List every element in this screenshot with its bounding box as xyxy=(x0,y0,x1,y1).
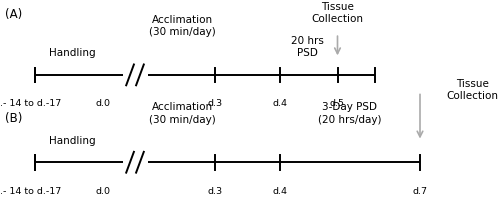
Text: Acclimation
(30 min/day): Acclimation (30 min/day) xyxy=(149,15,216,37)
Text: Tissue
Collection: Tissue Collection xyxy=(446,79,498,102)
Text: d.- 14 to d.-17: d.- 14 to d.-17 xyxy=(0,187,61,196)
Text: Handling: Handling xyxy=(49,136,96,146)
Text: d.3: d.3 xyxy=(208,187,222,196)
Text: d.- 14 to d.-17: d.- 14 to d.-17 xyxy=(0,99,61,108)
Text: 20 hrs
PSD: 20 hrs PSD xyxy=(291,36,324,58)
Text: Handling: Handling xyxy=(49,48,96,58)
Text: 3-Day PSD
(20 hrs/day): 3-Day PSD (20 hrs/day) xyxy=(318,102,382,125)
Text: (B): (B) xyxy=(5,112,22,125)
Text: d.3: d.3 xyxy=(208,99,222,108)
Text: d.4: d.4 xyxy=(272,187,287,196)
Text: Tissue
Collection: Tissue Collection xyxy=(312,2,364,25)
Text: d.0: d.0 xyxy=(95,187,110,196)
Text: d.4: d.4 xyxy=(272,99,287,108)
Text: Acclimation
(30 min/day): Acclimation (30 min/day) xyxy=(149,102,216,125)
Text: d.0: d.0 xyxy=(95,99,110,108)
Text: d.7: d.7 xyxy=(412,187,428,196)
Text: (A): (A) xyxy=(5,8,22,21)
Text: d.5: d.5 xyxy=(330,99,345,108)
